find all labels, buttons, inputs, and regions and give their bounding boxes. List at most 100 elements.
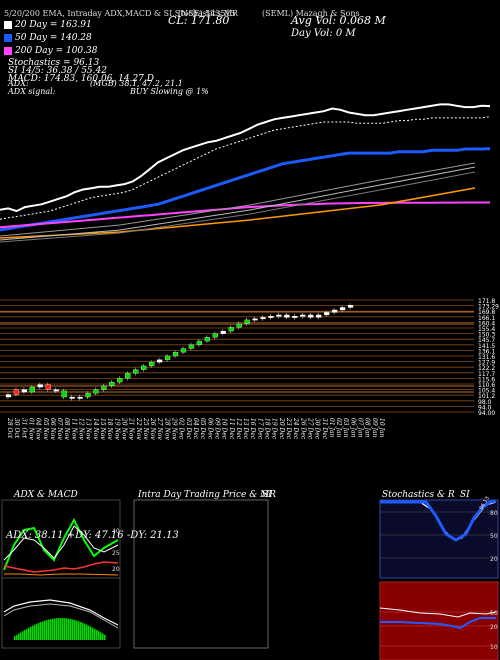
date-label: 02 Jan xyxy=(335,418,342,438)
candle-body xyxy=(220,330,226,334)
candle-body xyxy=(133,369,139,374)
date-label: 19 Dec xyxy=(271,418,278,440)
candle-body xyxy=(5,394,12,398)
date-label: 11 Dec xyxy=(228,418,235,440)
stoch-tick-label: 80 xyxy=(490,510,498,517)
macd-histogram-bar xyxy=(20,632,22,640)
macd-line xyxy=(3,599,119,626)
candle-body xyxy=(276,314,282,317)
price-tick-label: 117.7 xyxy=(478,371,495,378)
macd-histogram-bar xyxy=(32,625,34,640)
macd-histogram-bar xyxy=(56,618,58,640)
date-label: 18 Dec xyxy=(264,418,271,440)
candle-body xyxy=(180,348,187,353)
date-label: 30 Dec xyxy=(314,418,321,440)
legend-swatch-magenta xyxy=(4,46,12,55)
date-label: 21 Nov xyxy=(128,417,135,440)
legend-swatch-white xyxy=(4,20,12,29)
price-tick-label: 115.6 xyxy=(478,376,495,383)
date-label: 05 Dec xyxy=(199,418,206,440)
close-price: CL: 171.80 xyxy=(168,14,230,27)
price-tick-label: 127.9 xyxy=(478,360,495,367)
candle-body xyxy=(268,316,274,318)
date-label: 24 Dec xyxy=(292,417,299,440)
adx-readout: ADX: 38.11 +DY: 47.16 -DY: 21.13 xyxy=(6,530,179,541)
candle-body xyxy=(141,365,147,370)
date-label: 31 Oct xyxy=(20,418,27,439)
macd-histogram-bar xyxy=(64,618,66,640)
adx-label: ADX: xyxy=(8,79,29,88)
adx-line xyxy=(3,525,119,561)
date-label: 19 Nov xyxy=(113,418,120,440)
macd-histogram-bar xyxy=(74,620,76,640)
macd-histogram-bar xyxy=(14,636,16,640)
bottom-panels: ADX & MACD Intra Day Trading Price & MR … xyxy=(0,490,500,660)
intraday-panel-title: Intra Day Trading Price & MR xyxy=(138,490,277,500)
price-tick-label: 136.1 xyxy=(478,348,495,355)
macd-histogram-bar xyxy=(52,618,54,640)
date-label: 01 Jan xyxy=(328,418,335,438)
candle-body xyxy=(284,314,290,318)
candle-body xyxy=(164,355,171,360)
macd-histogram-bar xyxy=(38,622,40,640)
macd-histogram-bar xyxy=(78,621,80,640)
candle-body xyxy=(21,389,28,393)
date-label: 17 Dec xyxy=(256,418,263,440)
date-label: 04 Nov xyxy=(35,418,42,440)
macd-histogram-bar xyxy=(42,621,44,640)
adx-signal-label: ADX signal: xyxy=(8,87,56,96)
date-label: 25 Nov xyxy=(142,417,149,440)
intraday-panel-frame xyxy=(133,499,269,649)
candle-body xyxy=(125,373,131,379)
date-label: 13 Nov xyxy=(85,418,92,440)
stochastics-readout: Stochastics = 96.13 xyxy=(8,58,100,68)
date-label: 09 Dec xyxy=(213,418,220,440)
date-label: 04 Dec xyxy=(192,418,199,440)
legend-50day-label: 50 Day = 140.28 xyxy=(15,33,92,43)
macd-histogram-bar xyxy=(24,629,26,640)
date-label: 28 Oct xyxy=(6,417,13,439)
date-label: 27 Nov xyxy=(156,417,163,440)
si-tick-label: 20 xyxy=(490,624,498,631)
date-label: 03 Dec xyxy=(185,418,192,440)
macd-histogram-bar xyxy=(86,624,88,640)
stoch-tick-label: 20 xyxy=(490,556,498,563)
candle-body xyxy=(13,389,20,395)
macd-histogram-bar xyxy=(90,626,92,640)
si-line xyxy=(379,607,497,618)
candle-body xyxy=(347,305,354,308)
macd-histogram-bar xyxy=(62,618,64,640)
date-label: 31 Dec xyxy=(321,418,328,440)
candle-body xyxy=(77,396,83,399)
date-label: 20 Nov xyxy=(120,417,127,440)
macd-histogram-bar xyxy=(28,627,30,640)
date-label: 06 Dec xyxy=(206,418,213,440)
candle-body xyxy=(172,352,179,357)
candle-body xyxy=(69,396,75,399)
macd-histogram-bar xyxy=(30,626,32,640)
date-label: 28 Nov xyxy=(163,417,170,440)
price-tick-label: 98.0 xyxy=(478,399,492,406)
macd-histogram-bar xyxy=(68,618,70,640)
candle-body xyxy=(324,312,330,316)
stoch-k-line xyxy=(380,499,497,542)
stoch-panel-title: Stochastics & R xyxy=(382,490,455,500)
date-label: 06 Jan xyxy=(349,418,356,438)
macd-histogram-bar xyxy=(22,631,24,640)
candle-body xyxy=(93,389,99,394)
candle-body xyxy=(149,362,155,367)
legend-50day: 50 Day = 140.28 xyxy=(4,33,92,43)
candle-body xyxy=(61,390,67,398)
candle-body xyxy=(260,317,266,320)
candle-body xyxy=(53,389,59,392)
date-label: 11 Nov xyxy=(70,418,77,440)
macd-histogram-bar xyxy=(80,622,82,640)
candle-body xyxy=(109,381,115,386)
date-label: 29 Nov xyxy=(171,417,178,440)
legend-20day: 20 Day = 163.91 xyxy=(4,20,92,30)
macd-histogram-bar xyxy=(18,633,20,640)
price-tick-label: 94.00 xyxy=(478,410,495,417)
date-label: 01 Nov xyxy=(27,418,34,440)
candle-body xyxy=(204,337,210,342)
legend-200day-label: 200 Day = 100.38 xyxy=(15,46,98,56)
